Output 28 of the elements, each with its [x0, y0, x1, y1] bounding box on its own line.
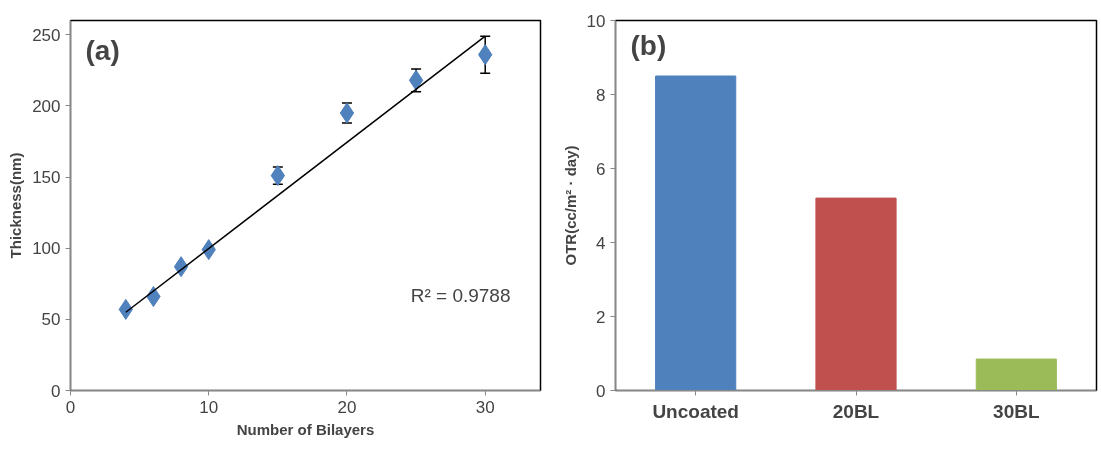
bar [815, 197, 897, 391]
y-tick-label: 100 [32, 239, 61, 259]
x-tick-label: 10 [199, 397, 219, 417]
y-tick-label: 2 [596, 307, 606, 327]
y-tick-label: 6 [596, 159, 606, 179]
x-tick-label: 0 [65, 397, 76, 417]
bar [975, 358, 1057, 391]
x-tick-label: 30 [475, 397, 495, 417]
x-tick-label: Uncoated [652, 400, 739, 422]
y-tick-label: 8 [596, 85, 606, 105]
x-tick-label: 20BL [832, 400, 880, 422]
bar [655, 75, 737, 391]
y-axis-title: Thickness(nm) [7, 152, 25, 259]
y-tick-label: 10 [586, 11, 606, 31]
annotation: (b) [630, 29, 667, 61]
x-axis-title: Number of Bilayers [236, 420, 375, 438]
y-tick-label: 0 [51, 381, 61, 401]
y-axis-title: OTR(cc/m² · day) [561, 145, 579, 266]
y-tick-label: 150 [32, 168, 61, 188]
y-tick-label: 4 [596, 233, 606, 253]
y-tick-label: 200 [32, 96, 61, 116]
y-tick-label: 0 [596, 381, 606, 401]
annotation: (a) [85, 34, 120, 66]
y-tick-label: 250 [32, 25, 61, 45]
x-tick-label: 20 [337, 397, 357, 417]
x-tick-label: 30BL [993, 400, 1040, 422]
y-tick-label: 50 [41, 310, 61, 330]
annotation: R² = 0.9788 [410, 284, 511, 306]
